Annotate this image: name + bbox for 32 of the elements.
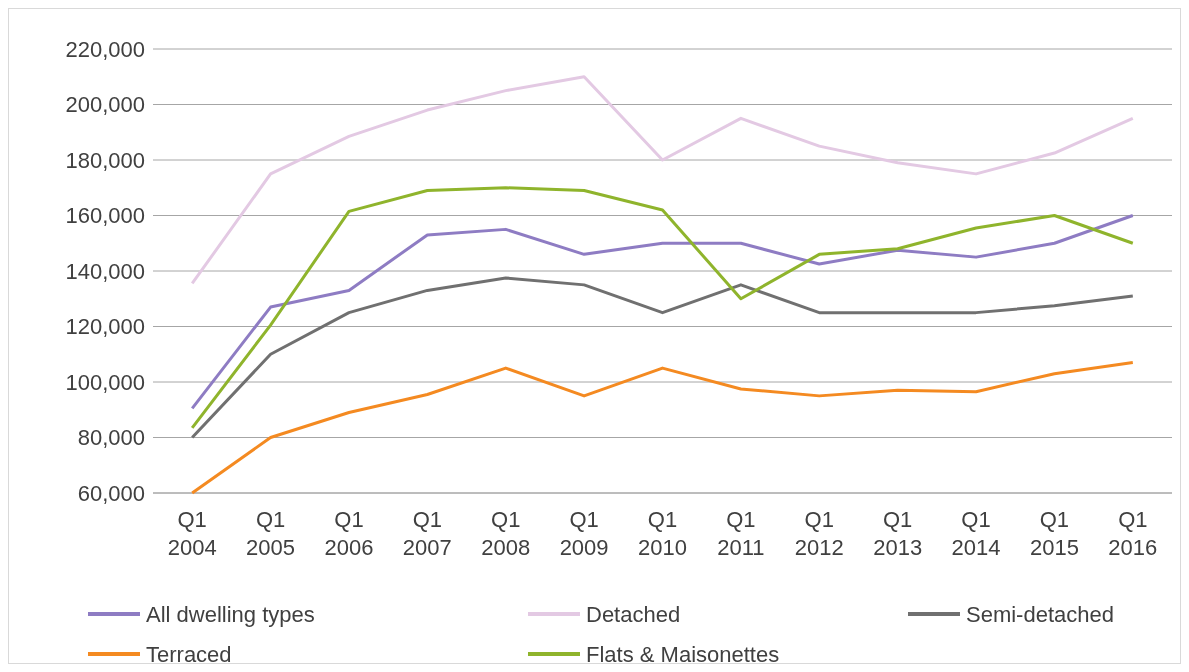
x-tick-label: Q1 2014 <box>951 507 1001 560</box>
legend-label: Terraced <box>146 641 232 667</box>
y-tick-label: 220,000 <box>65 36 145 62</box>
x-tick-label: Q1 2011 <box>717 507 765 560</box>
x-tick-label: Q1 2006 <box>324 507 374 560</box>
x-tick-label: Q1 2009 <box>559 507 609 560</box>
line-series <box>190 186 1135 430</box>
x-tick-label: Q1 2015 <box>1029 507 1079 560</box>
x-tick-label: Q1 2004 <box>167 507 217 560</box>
y-tick-label: 140,000 <box>65 258 145 284</box>
line-series <box>190 276 1135 439</box>
legend-label: Detached <box>586 601 681 627</box>
y-tick-label: 80,000 <box>77 425 145 451</box>
legend-label: Semi-detached <box>966 601 1114 627</box>
line-series <box>190 75 1135 285</box>
x-tick-label: Q1 2007 <box>402 507 452 560</box>
y-tick-label: 60,000 <box>77 480 145 506</box>
y-tick-label: 180,000 <box>65 147 145 173</box>
y-tick-label: 200,000 <box>65 92 145 118</box>
legend-label: Flats & Maisonettes <box>586 641 780 667</box>
x-tick-label: Q1 2013 <box>873 507 923 560</box>
x-tick-label: Q1 2012 <box>794 507 844 560</box>
y-tick-label: 120,000 <box>65 314 145 340</box>
x-tick-label: Q1 2008 <box>481 507 531 560</box>
legend-label: All dwelling types <box>146 601 315 627</box>
y-tick-label: 160,000 <box>65 203 145 229</box>
x-tick-label: Q1 2016 <box>1108 507 1158 560</box>
x-tick-label: Q1 2005 <box>246 507 296 560</box>
line-series <box>190 214 1135 410</box>
y-tick-label: 100,000 <box>65 369 145 395</box>
x-tick-label: Q1 2010 <box>638 507 687 560</box>
line-series <box>190 361 1135 495</box>
